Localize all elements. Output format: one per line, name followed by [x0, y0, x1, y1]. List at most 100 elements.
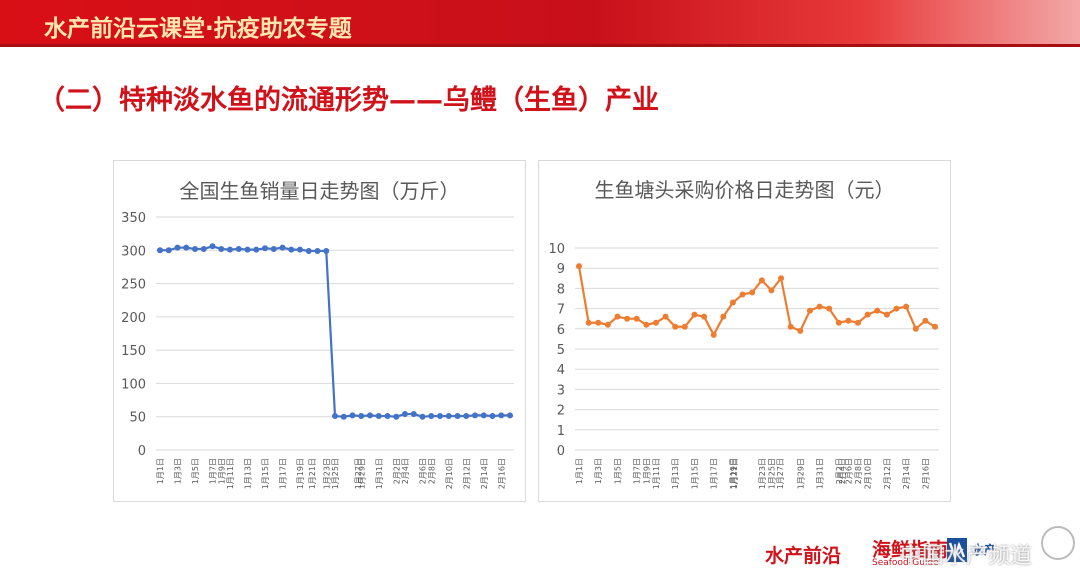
x-tick-label: 1月23日	[758, 458, 767, 489]
data-point	[323, 247, 330, 254]
x-tick-label: 1月11日	[226, 458, 235, 489]
data-point	[912, 325, 919, 332]
data-point	[253, 246, 260, 253]
x-tick-label: 1月9日	[642, 458, 651, 484]
x-tick-label: 1月7日	[633, 458, 642, 484]
data-point	[758, 277, 765, 284]
x-tick-label: 1月27日	[354, 458, 363, 489]
data-point	[701, 313, 708, 320]
x-tick-label: 1月17日	[710, 458, 719, 489]
y-tick-label: 10	[548, 242, 565, 257]
data-point	[922, 317, 929, 324]
data-point	[428, 413, 435, 420]
x-tick-label: 2月6日	[844, 458, 853, 484]
x-tick-label: 2月12日	[462, 458, 471, 489]
x-tick-label: 1月5日	[613, 458, 622, 484]
x-tick-label: 1月7日	[209, 458, 218, 484]
x-tick-label: 2月2日	[835, 458, 844, 484]
series-line	[577, 265, 936, 336]
x-tick-label: 2月16日	[921, 458, 930, 489]
y-tick-label: 250	[121, 278, 146, 293]
data-point	[480, 412, 487, 419]
data-point	[797, 327, 804, 334]
data-point	[806, 307, 813, 314]
x-tick-label: 1月25日	[767, 458, 776, 489]
y-tick-label: 300	[121, 244, 146, 259]
data-point	[710, 331, 717, 338]
data-point	[192, 245, 198, 252]
x-tick-label: 2月4日	[401, 458, 410, 484]
data-point	[270, 245, 277, 252]
data-point	[358, 413, 365, 420]
logo-shuichan-qianyan: 水产前沿	[765, 545, 842, 567]
data-point	[367, 412, 373, 419]
x-tick-label: 2月14日	[902, 458, 911, 489]
chart-title-price: 生鱼塘头采购价格日走势图（元）	[594, 178, 895, 202]
chart-panel-sales: 全国生鱼销量日走势图（万斤） 0 50 100 150 200 250 300 350 1月1日…	[113, 160, 526, 502]
x-tick-label: 2月14日	[480, 458, 489, 489]
data-point	[778, 275, 785, 282]
section-title: （二）特种淡水鱼的流通形势——乌鳢（生鱼）产业	[38, 85, 659, 116]
y-tick-label: 100	[121, 377, 146, 392]
data-point	[643, 321, 650, 328]
data-point	[209, 243, 216, 250]
logo-seafood-guide: 海鲜指南	[872, 539, 949, 561]
data-point	[489, 413, 496, 420]
x-tick-label: 1月13日	[671, 458, 680, 489]
data-point	[816, 303, 823, 310]
data-point	[437, 413, 443, 420]
shuichan-logo-icon	[947, 538, 967, 562]
data-point	[903, 303, 910, 310]
data-point	[883, 311, 890, 318]
data-point	[835, 319, 842, 326]
data-point	[604, 321, 611, 328]
y-tick-label: 2	[557, 404, 565, 419]
banner-divider	[0, 44, 1080, 47]
x-tick-label: 2月10日	[445, 458, 454, 489]
data-point	[200, 245, 207, 252]
chart-title-sales: 全国生鱼销量日走势图（万斤）	[179, 179, 460, 203]
data-point	[787, 323, 794, 330]
data-point	[864, 311, 871, 318]
data-point	[332, 413, 338, 420]
x-tick-label: 1月15日	[261, 458, 270, 489]
logo-seafood-guide-sub: Seafood-Guide	[872, 558, 939, 568]
x-tick-label: 1月3日	[594, 458, 603, 484]
data-point	[768, 287, 775, 294]
data-point	[288, 246, 295, 253]
data-point	[445, 413, 452, 420]
x-tick-label: 1月19日	[729, 458, 738, 489]
data-point	[349, 412, 356, 419]
data-point	[624, 315, 631, 322]
x-tick-label: 1月11日	[652, 458, 661, 489]
x-tick-label: 1月1日	[156, 458, 165, 484]
data-point	[384, 413, 391, 420]
y-tick-label: 150	[121, 344, 146, 359]
data-point	[681, 323, 688, 330]
data-point	[691, 311, 698, 318]
data-point	[393, 413, 400, 420]
data-point	[498, 412, 505, 419]
data-point	[218, 245, 225, 252]
x-tick-label: 2月6日	[419, 458, 428, 484]
data-point	[672, 323, 679, 330]
data-point	[244, 246, 251, 253]
data-point	[614, 313, 621, 320]
data-point	[595, 319, 602, 326]
data-point	[297, 246, 303, 253]
x-tick-label: 1月9日	[217, 458, 226, 484]
data-point	[454, 413, 461, 420]
price-line-chart: 0 1 2 3 4 5 6 7 8 9 10 1月1日 1月3日 1月5日 1月7日 1月9日 1月11日 1月1…	[548, 242, 939, 489]
data-point	[729, 299, 736, 306]
y-tick-label: 7	[557, 303, 565, 318]
watermark-text: 中国水产频道	[900, 544, 1033, 569]
data-point	[585, 319, 592, 326]
x-tick-label: 1月13日	[244, 458, 253, 489]
logo-shuichan: 水产	[972, 543, 997, 557]
data-point	[227, 246, 233, 253]
data-point	[576, 263, 582, 270]
y-tick-label: 4	[557, 363, 565, 378]
banner-title: 水产前沿云课堂·抗疫助农专题	[44, 16, 352, 42]
data-point	[279, 244, 286, 251]
data-point	[314, 247, 321, 254]
